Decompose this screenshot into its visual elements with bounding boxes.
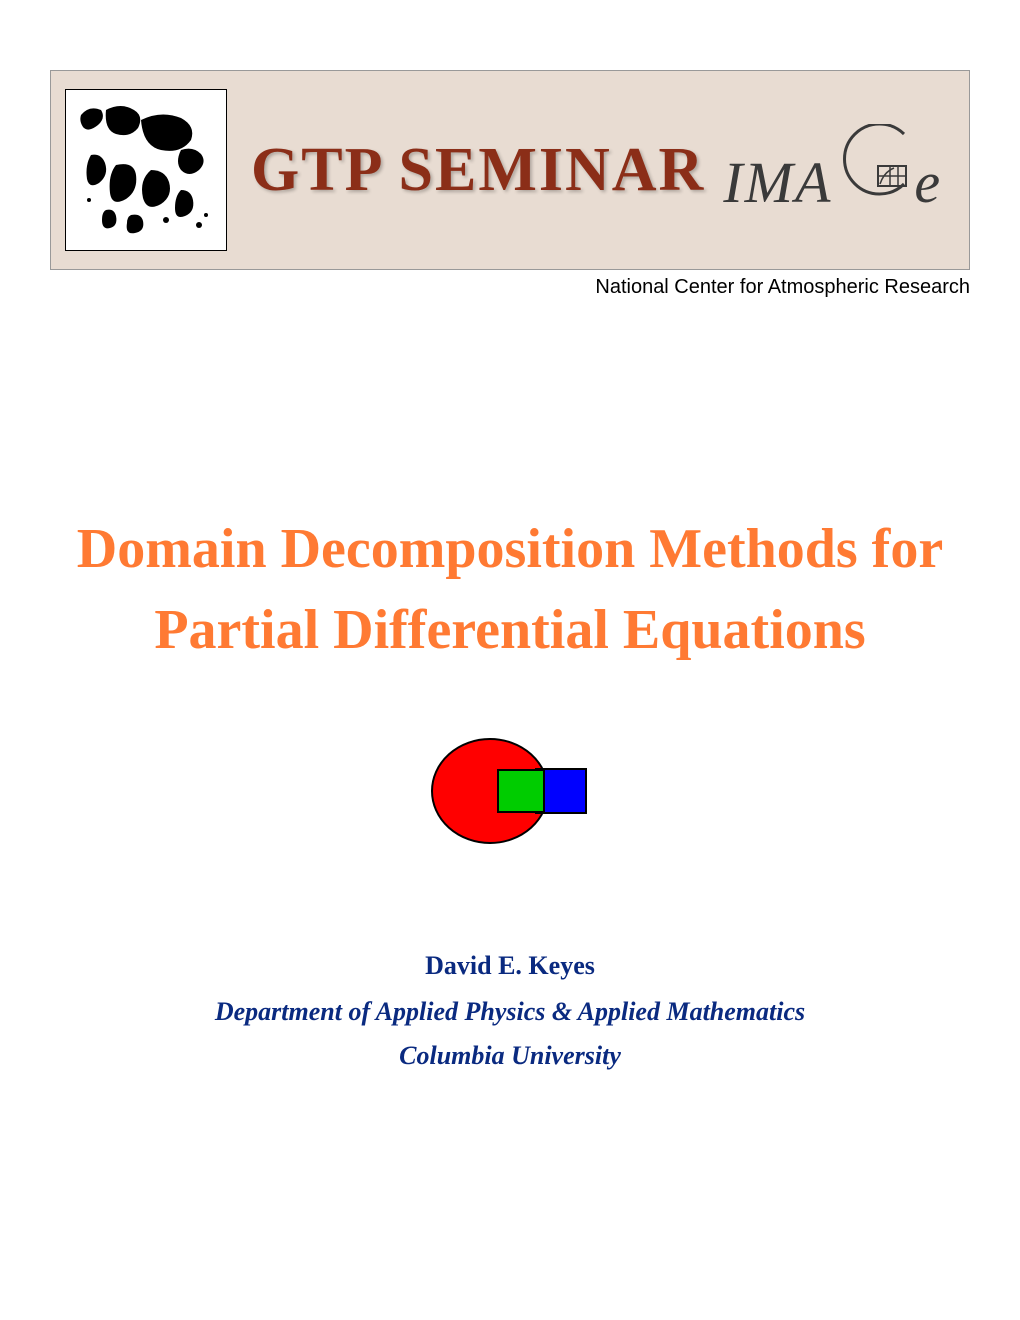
author-department: Department of Applied Physics & Applied … bbox=[40, 997, 980, 1027]
slide-page: GTP SEMINAR IMA e National Center for At… bbox=[0, 0, 1020, 1320]
author-university: Columbia University bbox=[40, 1041, 980, 1071]
golden-ratio-g-icon bbox=[834, 124, 912, 202]
image-logo: IMA e bbox=[723, 124, 942, 216]
banner-title-group: GTP SEMINAR IMA e bbox=[251, 124, 955, 216]
gtp-seminar-text: GTP SEMINAR bbox=[251, 135, 705, 206]
domain-decomposition-icon bbox=[40, 726, 980, 861]
presentation-title: Domain Decomposition Methods for Partial… bbox=[40, 509, 980, 671]
author-block: David E. Keyes Department of Applied Phy… bbox=[40, 951, 980, 1071]
banner-subtitle: National Center for Atmospheric Research bbox=[50, 276, 970, 299]
title-line-2: Partial Differential Equations bbox=[40, 590, 980, 671]
header-banner: GTP SEMINAR IMA e bbox=[50, 70, 970, 270]
image-logo-suffix: e bbox=[914, 149, 942, 216]
image-logo-prefix: IMA bbox=[723, 149, 832, 216]
world-map-icon bbox=[65, 89, 227, 251]
author-name: David E. Keyes bbox=[40, 951, 980, 981]
title-line-1: Domain Decomposition Methods for bbox=[40, 509, 980, 590]
